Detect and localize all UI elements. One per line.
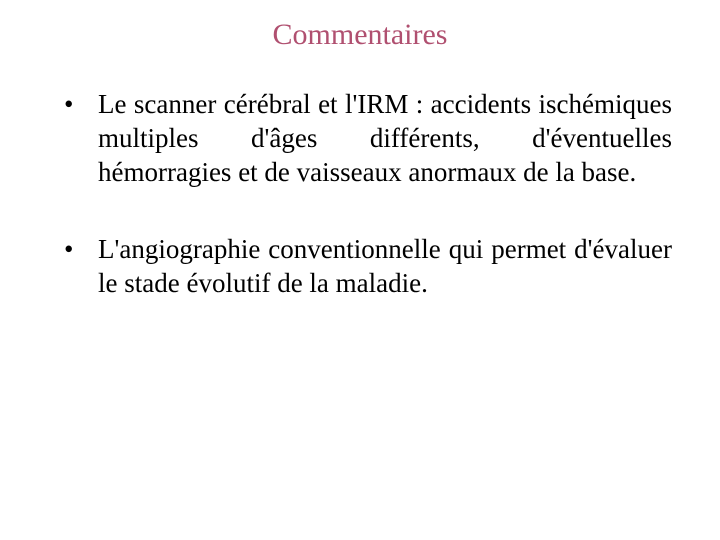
bullet-text: Le scanner cérébral et l'IRM : accidents… [98,89,672,187]
list-item: Le scanner cérébral et l'IRM : accidents… [64,88,672,189]
bullet-text: L'angiographie conventionnelle qui perme… [98,234,672,298]
list-item: L'angiographie conventionnelle qui perme… [64,233,672,301]
bullet-list: Le scanner cérébral et l'IRM : accidents… [40,88,680,301]
slide: Commentaires Le scanner cérébral et l'IR… [0,0,720,540]
slide-title: Commentaires [40,18,680,52]
